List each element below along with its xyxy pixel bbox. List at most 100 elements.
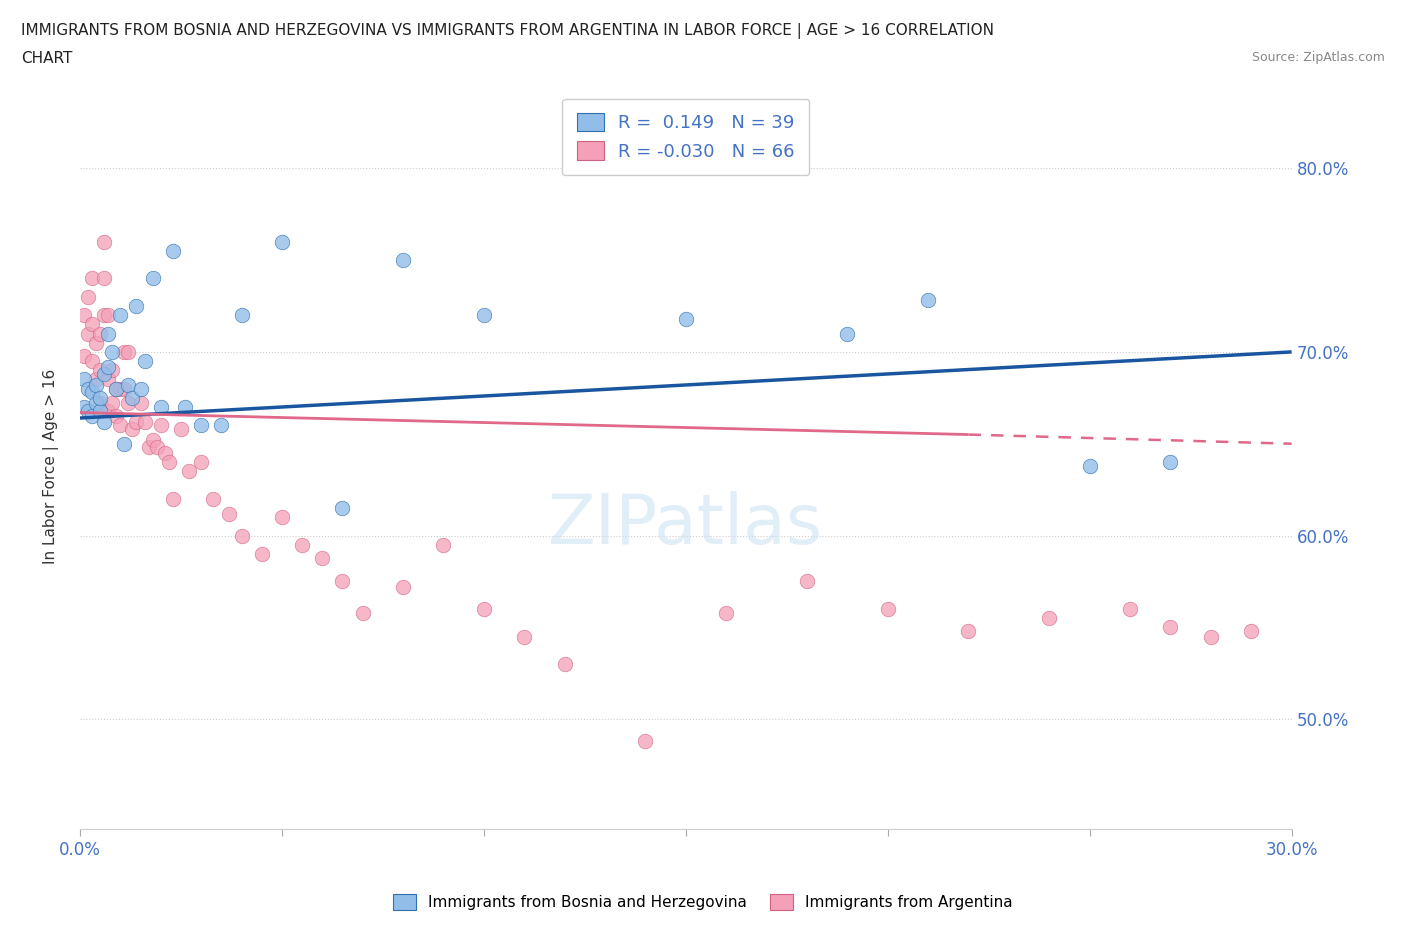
Text: ZIPatlas: ZIPatlas — [548, 491, 824, 558]
Point — [157, 455, 180, 470]
Point — [190, 455, 212, 470]
Point — [138, 440, 160, 455]
Point — [84, 336, 107, 351]
Point — [202, 491, 225, 506]
Point — [153, 445, 176, 460]
Point — [93, 366, 115, 381]
Point — [311, 551, 333, 565]
Point — [190, 418, 212, 432]
Point — [77, 381, 100, 396]
Point — [97, 359, 120, 374]
Point — [80, 353, 103, 368]
Point — [89, 391, 111, 405]
Text: IMMIGRANTS FROM BOSNIA AND HERZEGOVINA VS IMMIGRANTS FROM ARGENTINA IN LABOR FOR: IMMIGRANTS FROM BOSNIA AND HERZEGOVINA V… — [21, 23, 994, 39]
Point — [101, 344, 124, 359]
Point — [917, 293, 939, 308]
Point — [112, 381, 135, 396]
Point — [149, 418, 172, 432]
Point — [513, 629, 536, 644]
Point — [162, 491, 184, 506]
Point — [84, 372, 107, 387]
Point — [110, 418, 132, 432]
Point — [80, 409, 103, 424]
Point — [432, 538, 454, 552]
Point — [89, 396, 111, 411]
Point — [1240, 624, 1263, 639]
Point — [125, 299, 148, 313]
Point — [89, 404, 111, 418]
Point — [134, 414, 156, 429]
Point — [73, 400, 96, 415]
Point — [97, 404, 120, 418]
Point — [117, 396, 139, 411]
Point — [93, 271, 115, 286]
Point — [142, 432, 165, 447]
Point — [634, 734, 657, 749]
Point — [117, 378, 139, 392]
Point — [554, 657, 576, 671]
Point — [80, 385, 103, 400]
Point — [93, 234, 115, 249]
Point — [129, 381, 152, 396]
Point — [957, 624, 980, 639]
Point — [142, 271, 165, 286]
Point — [80, 317, 103, 332]
Point — [472, 308, 495, 323]
Point — [270, 510, 292, 525]
Point — [125, 414, 148, 429]
Text: Source: ZipAtlas.com: Source: ZipAtlas.com — [1251, 51, 1385, 64]
Point — [93, 414, 115, 429]
Point — [134, 353, 156, 368]
Point — [112, 436, 135, 451]
Point — [77, 289, 100, 304]
Point — [714, 605, 737, 620]
Text: CHART: CHART — [21, 51, 73, 66]
Point — [332, 574, 354, 589]
Point — [97, 372, 120, 387]
Legend: Immigrants from Bosnia and Herzegovina, Immigrants from Argentina: Immigrants from Bosnia and Herzegovina, … — [385, 886, 1021, 918]
Point — [675, 312, 697, 326]
Point — [332, 500, 354, 515]
Point — [101, 396, 124, 411]
Point — [89, 363, 111, 378]
Point — [80, 271, 103, 286]
Point — [796, 574, 818, 589]
Point — [209, 418, 232, 432]
Point — [1119, 602, 1142, 617]
Point — [105, 381, 128, 396]
Point — [145, 440, 167, 455]
Point — [270, 234, 292, 249]
Point — [97, 308, 120, 323]
Point — [1159, 620, 1181, 635]
Point — [77, 404, 100, 418]
Point — [1038, 611, 1060, 626]
Point — [1159, 455, 1181, 470]
Point — [110, 308, 132, 323]
Point — [231, 528, 253, 543]
Point — [84, 378, 107, 392]
Point — [170, 421, 193, 436]
Point — [352, 605, 374, 620]
Point — [876, 602, 898, 617]
Point — [392, 253, 415, 268]
Point — [112, 344, 135, 359]
Point — [174, 400, 197, 415]
Point — [250, 547, 273, 562]
Point — [472, 602, 495, 617]
Point — [77, 326, 100, 341]
Point — [149, 400, 172, 415]
Point — [1078, 458, 1101, 473]
Point — [101, 363, 124, 378]
Point — [110, 381, 132, 396]
Point — [73, 372, 96, 387]
Point — [231, 308, 253, 323]
Point — [105, 409, 128, 424]
Point — [93, 308, 115, 323]
Point — [97, 326, 120, 341]
Legend: R =  0.149   N = 39, R = -0.030   N = 66: R = 0.149 N = 39, R = -0.030 N = 66 — [562, 99, 810, 175]
Point — [121, 391, 143, 405]
Point — [162, 244, 184, 259]
Point — [837, 326, 859, 341]
Point — [73, 348, 96, 363]
Point — [121, 421, 143, 436]
